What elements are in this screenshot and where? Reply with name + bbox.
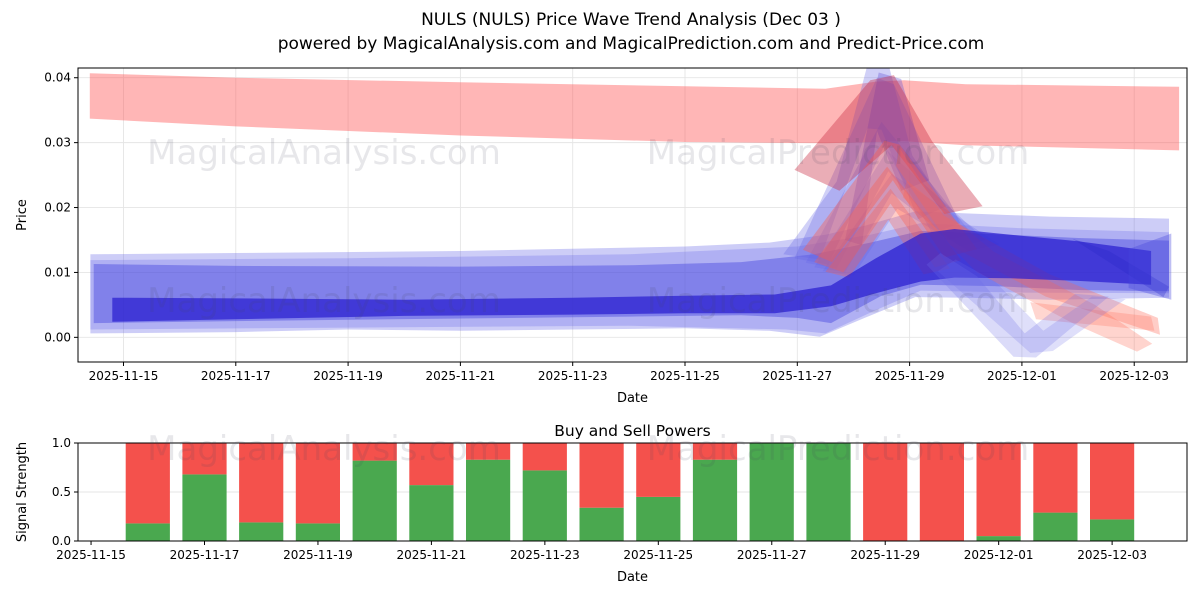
sell-bar-segment — [579, 443, 624, 508]
y-tick-label: 0.5 — [52, 485, 71, 499]
watermark-text: MagicalAnalysis.com — [147, 429, 501, 469]
sell-bar-segment — [863, 443, 908, 541]
y-tick-label: 0.04 — [44, 71, 71, 85]
down-salmon-2 — [902, 180, 1153, 352]
watermark-text: MagicalAnalysis.com — [147, 281, 501, 321]
watermark-text: MagicalPrediction.com — [647, 281, 1030, 321]
x-tick-label: 2025-11-21 — [397, 548, 467, 562]
sell-bar-segment — [919, 443, 964, 541]
buy-bar-segment — [352, 460, 397, 541]
y-tick-label: 0.0 — [52, 534, 71, 548]
spike-purple — [845, 72, 930, 246]
buy-bar-segment — [636, 496, 681, 541]
buy-bar-segment — [295, 523, 340, 541]
y-tick-label: 0.00 — [44, 330, 71, 344]
down-salmon-tail — [1030, 302, 1155, 331]
x-axis-label: Date — [617, 391, 648, 406]
x-tick-label: 2025-11-17 — [201, 369, 271, 383]
y-axis-label: Price — [15, 199, 30, 231]
sell-bar-segment — [125, 443, 170, 524]
x-tick-label: 2025-11-19 — [313, 369, 383, 383]
y-tick-label: 0.01 — [44, 265, 71, 279]
sell-bar-segment — [182, 443, 227, 475]
sell-bar-segment — [1090, 443, 1135, 520]
spike-blue-5 — [822, 173, 1000, 276]
y-tick-label: 1.0 — [52, 436, 71, 450]
y-tick-label: 0.03 — [44, 136, 71, 150]
sell-bar-segment — [522, 443, 567, 471]
x-tick-label: 2025-12-01 — [964, 548, 1034, 562]
x-tick-label: 2025-12-03 — [1099, 369, 1169, 383]
bands-layer — [89, 68, 1180, 358]
bar-chart-title: Buy and Sell Powers — [554, 422, 711, 440]
buy-sell-powers-chart: Buy and Sell Powers 2025-11-15 2025-11-17 2… — [15, 422, 1188, 585]
sell-bar-segment — [466, 443, 511, 460]
x-tick-label: 2025-11-23 — [538, 369, 608, 383]
buy-bar-segment — [182, 474, 227, 541]
buy-bar-segment — [1090, 519, 1135, 541]
spike-blue-2 — [794, 77, 961, 265]
spike-salmon-1 — [802, 140, 977, 263]
x-tick-label: 2025-11-21 — [426, 369, 496, 383]
sell-bar-segment — [692, 443, 738, 460]
buy-bar-segment — [806, 443, 851, 541]
x-tick-label: 2025-11-29 — [850, 548, 920, 562]
watermark-text: MagicalAnalysis.com — [147, 133, 501, 173]
watermark-text: MagicalPrediction.com — [647, 429, 1030, 469]
down-blue-lobe-1 — [926, 253, 1109, 358]
buy-bar-segment — [125, 523, 170, 541]
buy-bar-segment — [239, 522, 284, 541]
resistance-band-red — [89, 73, 1180, 151]
sell-bar-segment — [409, 443, 454, 486]
price-wave-chart: 2025-11-15 2025-11-17 2025-11-19 2025-11-21… — [15, 67, 1188, 406]
x-tick-label: 2025-11-19 — [283, 548, 353, 562]
down-blue-lobe-2 — [937, 259, 1126, 353]
y-axis-label: Signal Strength — [15, 442, 30, 542]
sell-bar-segment — [1033, 443, 1078, 513]
x-tick-label: 2025-11-23 — [510, 548, 580, 562]
x-tick-label: 2025-11-25 — [623, 548, 693, 562]
x-tick-label: 2025-12-01 — [987, 369, 1057, 383]
watermark-layer: MagicalAnalysis.com MagicalPrediction.com… — [147, 133, 1029, 469]
sell-bar-segment — [976, 443, 1021, 537]
x-tick-label: 2025-11-15 — [56, 548, 126, 562]
buy-bar-segment — [579, 507, 624, 541]
right-blue-notch — [1128, 233, 1172, 300]
page-title: NULS (NULS) Price Wave Trend Analysis (D… — [421, 10, 841, 30]
x-tick-label: 2025-11-25 — [650, 369, 720, 383]
sell-bar-segment — [295, 443, 340, 524]
buy-bar-segment — [749, 443, 794, 541]
support-core-band — [112, 229, 1152, 322]
watermark-text: MagicalPrediction.com — [647, 133, 1030, 173]
x-tick-label: 2025-11-29 — [875, 369, 945, 383]
buy-bar-segment — [409, 485, 454, 541]
x-tick-label: 2025-11-15 — [89, 369, 159, 383]
plot-border — [77, 67, 1188, 363]
sell-bar-segment — [352, 443, 397, 461]
spike-darkred — [794, 75, 983, 214]
spike-blue-3 — [805, 121, 972, 269]
x-tick-label: 2025-11-17 — [170, 548, 240, 562]
spike-blue-4 — [814, 150, 986, 273]
buy-bar-segment — [692, 459, 738, 541]
x-tick-label: 2025-11-27 — [762, 369, 832, 383]
page-subtitle: powered by MagicalAnalysis.com and Magic… — [277, 34, 985, 54]
right-blue-streak — [1072, 238, 1169, 298]
x-tick-label: 2025-12-03 — [1077, 548, 1147, 562]
buy-bar-segment — [466, 459, 511, 541]
spike-blue-tall — [783, 68, 947, 260]
y-tick-label: 0.02 — [44, 201, 71, 215]
buy-bar-segment — [1033, 512, 1078, 541]
sell-bar-segment — [239, 443, 284, 523]
buy-bar-segment — [522, 470, 567, 541]
x-axis-label: Date — [617, 570, 648, 585]
x-tick-label: 2025-11-27 — [737, 548, 807, 562]
sell-bar-segment — [636, 443, 681, 497]
buy-bar-segment — [976, 536, 1021, 541]
